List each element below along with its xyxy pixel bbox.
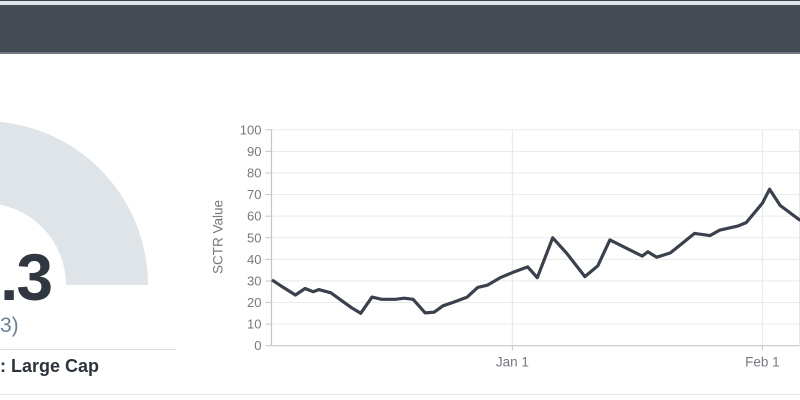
y-tick-label: 20 [247,295,261,310]
top-hairline [0,0,800,1]
y-tick-label: 70 [247,187,261,202]
gauge-subtext: 3) [0,314,19,337]
x-tick-label: Jan 1 [496,355,529,370]
gauge-arc-shape [0,121,148,285]
y-tick-label: 60 [247,209,261,224]
gauge-value: .3 [0,240,53,314]
y-tick-label: 10 [247,317,261,332]
gauge-group-label: : Large Cap [0,356,100,376]
y-tick-label: 50 [247,230,261,245]
sctr-line [271,187,800,315]
top-strip [0,1,800,5]
line-chart: 0 10 20 30 40 50 60 70 80 90 100 Jan 1 Feb 1 [240,122,800,370]
bottom-border [0,394,800,395]
y-tick-label: 30 [247,273,261,288]
y-tick-label: 80 [247,165,261,180]
header-bar [0,5,800,54]
y-tick-label: 100 [240,122,262,137]
x-tick-label: Feb 1 [745,355,780,370]
y-tick-label: 90 [247,144,261,159]
y-tick-label: 0 [254,338,261,353]
gauge-arc [0,121,148,285]
gauge-divider [0,349,176,350]
y-tick-label: 40 [247,252,261,267]
